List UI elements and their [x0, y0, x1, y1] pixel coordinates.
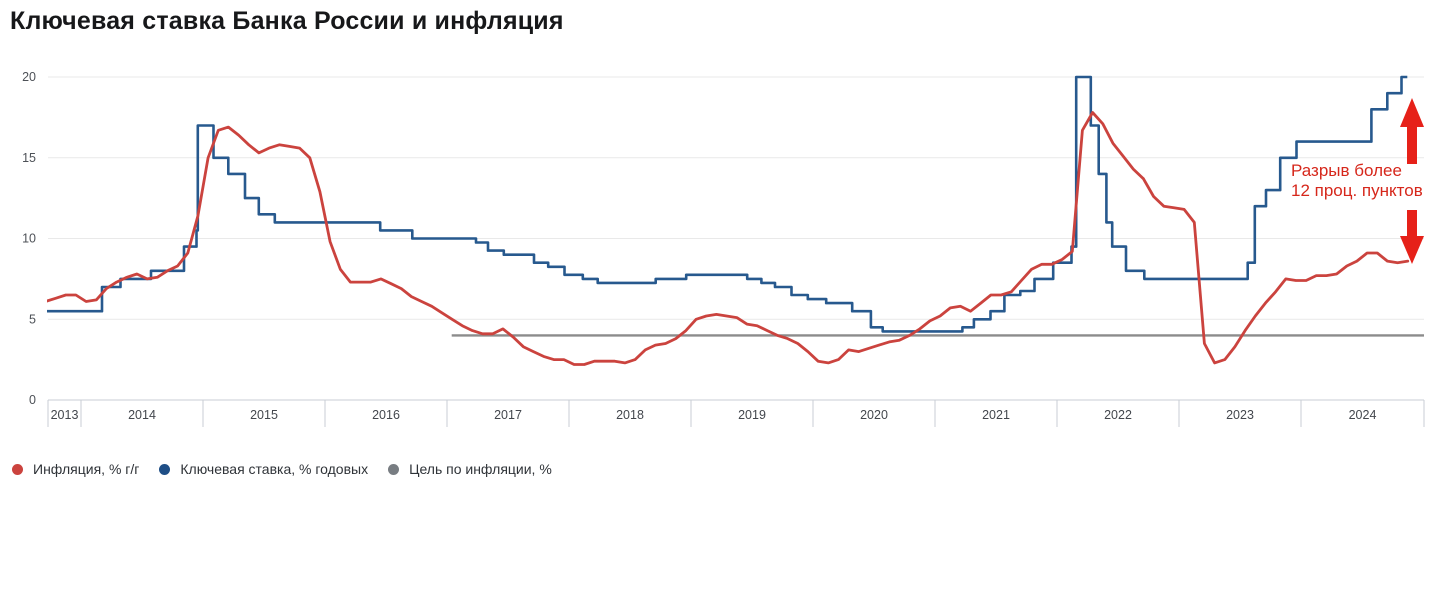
- legend-label-target: Цель по инфляции, %: [409, 461, 552, 477]
- svg-text:2016: 2016: [372, 408, 400, 422]
- chart-canvas: 0 5 10 15 20 2013 2014 2015 2016 2017 2018 2019 2020…: [22, 70, 1425, 427]
- svg-text:2017: 2017: [494, 408, 522, 422]
- key-rate-line: [47, 75, 1408, 333]
- svg-text:2024: 2024: [1349, 408, 1377, 422]
- gap-annotation-line2: 12 проц. пунктов: [1291, 181, 1423, 200]
- svg-text:2018: 2018: [616, 408, 644, 422]
- svg-text:2015: 2015: [250, 408, 278, 422]
- legend-item-key-rate: Ключевая ставка, % годовых: [159, 461, 368, 477]
- svg-text:2014: 2014: [128, 408, 156, 422]
- legend-item-target: Цель по инфляции, %: [388, 461, 552, 477]
- svg-text:2019: 2019: [738, 408, 766, 422]
- legend-label-key-rate: Ключевая ставка, % годовых: [180, 461, 369, 477]
- svg-text:0: 0: [29, 393, 36, 407]
- x-axis: 2013 2014 2015 2016 2017 2018 2019 2020 2021 2022…: [47, 400, 1425, 427]
- gap-annotation-line1: Разрыв более: [1291, 161, 1402, 180]
- legend-item-inflation: Инфляция, % г/г: [12, 461, 139, 477]
- inflation-swatch-icon: [12, 463, 23, 475]
- svg-text:2013: 2013: [51, 408, 79, 422]
- gap-annotation-label: Разрыв более 12 проц. пунктов: [1291, 161, 1429, 201]
- inflation-line: [47, 111, 1410, 366]
- gap-arrow-down-icon: [1400, 210, 1424, 264]
- target-swatch-icon: [388, 463, 400, 475]
- legend-label-inflation: Инфляция, % г/г: [33, 461, 140, 477]
- y-grid: 0 5 10 15 20: [22, 70, 1424, 407]
- svg-text:15: 15: [22, 151, 36, 165]
- svg-text:2021: 2021: [982, 408, 1010, 422]
- plot-area: [47, 75, 1424, 366]
- gap-arrow-up-icon: [1400, 98, 1424, 164]
- page-title: Ключевая ставка Банка России и инфляция: [10, 7, 564, 35]
- key-rate-swatch-icon: [159, 463, 171, 475]
- svg-text:2023: 2023: [1226, 408, 1254, 422]
- svg-text:2022: 2022: [1104, 408, 1132, 422]
- svg-text:10: 10: [22, 232, 36, 246]
- chart-legend: Инфляция, % г/г Ключевая ставка, % годов…: [12, 461, 552, 477]
- svg-text:2020: 2020: [860, 408, 888, 422]
- svg-text:5: 5: [29, 312, 36, 326]
- svg-text:20: 20: [22, 70, 36, 84]
